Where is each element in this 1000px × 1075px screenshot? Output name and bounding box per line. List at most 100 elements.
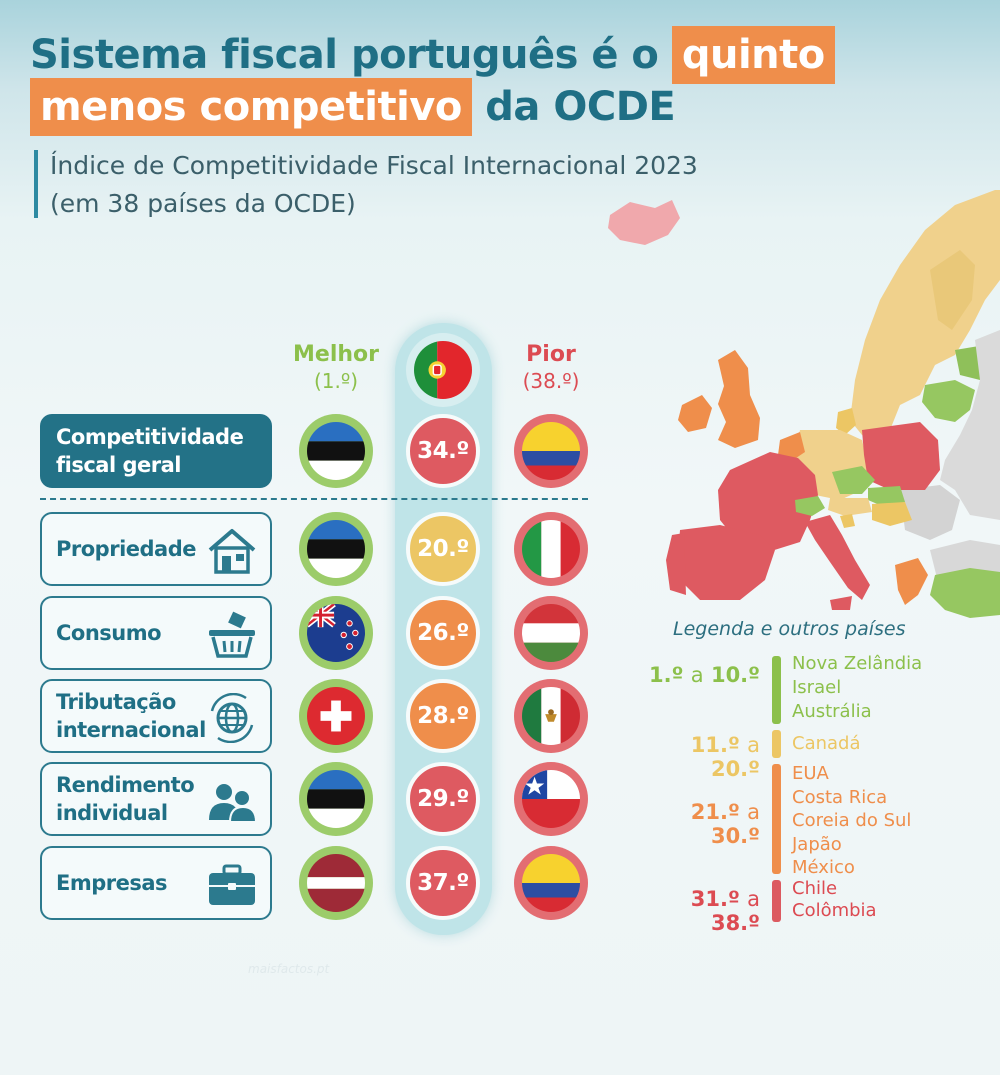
category-international-label-2: internacional [56,718,206,742]
map-denmark [836,408,856,435]
legend-country: Israel [792,677,842,698]
legend-country: Austrália [792,701,872,722]
best-flag-consumption [299,596,373,670]
portugal-rank-overall: 34.º [406,414,480,488]
legend-list-3: EUA Costa Rica Coreia do Sul Japão Méxic… [792,762,911,880]
legend-country: Nova Zelândia [792,653,923,674]
portugal-rank-personal-income: 29.º [406,762,480,836]
title-line-1: Sistema fiscal português é o quinto [30,26,835,84]
legend-title: Legenda e outros países [673,618,906,640]
category-personal-income-label-1: Rendimento [56,773,195,797]
new-zealand-flag-icon [307,604,365,662]
map-greece [895,558,928,605]
worst-flag-international [514,679,588,753]
house-icon [208,529,256,574]
legend-bar-4 [772,880,781,922]
category-overall-label-2: fiscal geral [56,453,181,477]
legend-country: Costa Rica [792,786,888,808]
legend-range-4: 31.º a 38.º [690,887,760,935]
map-spain [678,525,775,600]
category-international-label-1: Tributação [56,690,176,714]
portugal-flag-ring [406,333,480,407]
best-flag-personal-income [299,762,373,836]
legend-country: Japão [792,833,842,855]
map-france [718,452,818,552]
legend-country: EUA [792,763,829,784]
legend-range-1: 1.º a 10.º [649,663,760,687]
watermark: maisfactos.pt [248,962,330,976]
portugal-rank-companies: 37.º [406,846,480,920]
shopping-basket-icon [209,611,255,658]
estonia-flag-icon [307,770,365,828]
map-non-oecd-east [940,330,1000,520]
map-scandinavia-east [930,250,975,330]
legend-range-3: 21.º a 30.º [690,800,760,848]
worst-flag-companies [514,846,588,920]
map-ireland [678,395,712,432]
legend-list-4: Chile Colômbia [792,878,877,922]
estonia-flag-icon [307,422,365,480]
best-column-header: Melhor (1.º) [290,342,382,394]
category-personal-income-label-2: individual [56,801,168,825]
people-icon [209,784,258,823]
chile-flag-icon [522,770,580,828]
subtitle-line-2: (em 38 países da OCDE) [50,189,356,218]
portugal-rank-consumption: 26.º [406,596,480,670]
worst-flag-personal-income [514,762,588,836]
estonia-flag-icon [307,520,365,578]
best-label: Melhor [293,342,379,367]
legend-country: Colômbia [792,900,877,921]
legend-bar-3 [772,764,781,874]
category-companies-label: Empresas [56,871,168,895]
category-companies: Empresas [40,846,272,920]
map-uk [718,350,760,448]
map-poland [862,422,940,490]
best-flag-overall [299,414,373,488]
legend-bar-2 [772,730,781,758]
map-czechia [832,466,875,494]
title-highlight-1: quinto [671,26,835,84]
legend-country: Chile [792,878,838,899]
legend-country: Coreia do Sul [792,810,912,831]
colombia-flag-icon [522,422,580,480]
globe-icon [210,693,254,743]
worst-column-header: Pior (38.º) [505,342,597,394]
legend-list-1: Nova Zelândia Israel Austrália [792,652,922,724]
category-consumption-label: Consumo [56,621,162,645]
map-baltics [922,380,975,422]
portugal-rank-international: 28.º [406,679,480,753]
latvia-flag-icon [307,854,365,912]
portugal-flag-icon [414,341,472,399]
title-part-1: Sistema fiscal português é o [30,32,659,78]
map-turkey [930,568,1000,618]
subtitle-accent-bar [34,150,38,218]
worst-sublabel: (38.º) [522,369,580,393]
europe-map [608,190,1000,618]
switzerland-flag-icon [307,687,365,745]
map-iceland [608,200,680,245]
category-property-label: Propriedade [56,537,196,561]
category-property: Propriedade [40,512,272,586]
legend-country: Canadá [792,733,861,754]
best-flag-property [299,512,373,586]
hungary-flag-icon [522,604,580,662]
mexico-flag-icon [522,687,580,745]
legend-bar-1 [772,656,781,724]
title-highlight-2: menos competitivo [30,78,472,136]
best-sublabel: (1.º) [313,369,359,393]
colombia-flag-icon [522,854,580,912]
best-flag-companies [299,846,373,920]
best-flag-international [299,679,373,753]
title-part-2: da OCDE [485,84,676,130]
legend-range-2: 11.º a 20.º [690,733,760,781]
category-overall-label-1: Competitividade [56,425,244,449]
map-portugal [666,533,686,595]
portugal-rank-property: 20.º [406,512,480,586]
legend-country: México [792,857,855,878]
worst-flag-consumption [514,596,588,670]
map-italy [805,515,870,600]
worst-flag-overall [514,414,588,488]
worst-flag-property [514,512,588,586]
italy-flag-icon [522,520,580,578]
worst-label: Pior [526,342,576,367]
